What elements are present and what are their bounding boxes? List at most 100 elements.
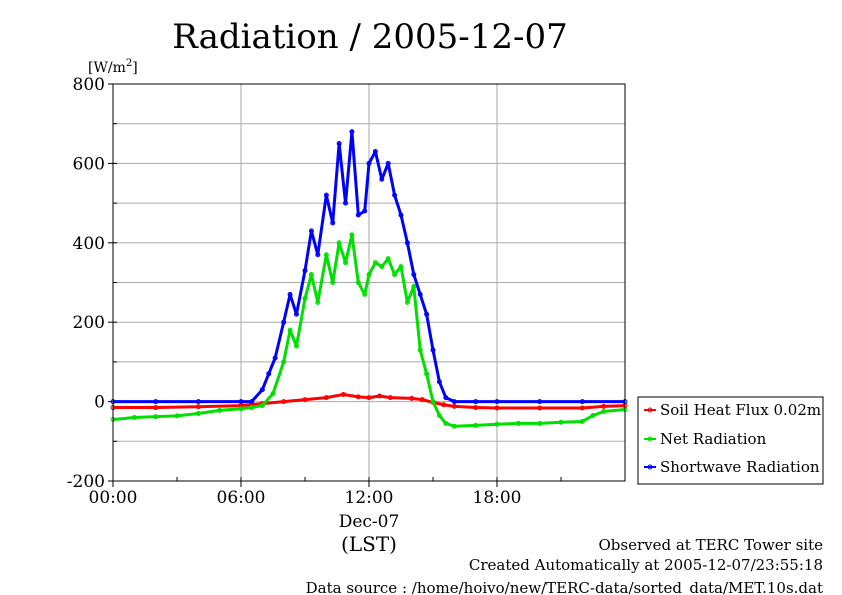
legend-label: Shortwave Radiation [660, 458, 820, 476]
series-point-2 [308, 272, 314, 278]
x-axis-ticks: 00:00 06:00 12:00 18:00 [89, 477, 626, 508]
series-point-2 [362, 291, 368, 297]
series-point-3 [315, 252, 321, 258]
series-point-2 [259, 403, 265, 409]
series-point-2 [404, 299, 410, 305]
series-point-1 [451, 403, 457, 409]
series-point-1 [366, 395, 372, 401]
series-point-1 [323, 395, 329, 401]
series-point-2 [424, 371, 430, 377]
series-point-2 [153, 414, 159, 420]
series-point-2 [515, 420, 521, 426]
series-point-2 [131, 414, 137, 420]
series-line-2 [112, 233, 626, 428]
x-tick-label: 00:00 [89, 488, 138, 508]
series-point-2 [379, 264, 385, 270]
series-point-1 [377, 393, 383, 399]
series-point-3 [443, 395, 449, 401]
series-point-2 [355, 280, 361, 285]
x-tick-label: 12:00 [345, 488, 394, 508]
series-point-3 [343, 200, 349, 206]
legend-box [637, 396, 824, 485]
series-point-3 [430, 347, 436, 353]
series-point-3 [537, 399, 543, 405]
series-point-2 [411, 283, 417, 289]
x-axis-label: (LST) [341, 532, 397, 556]
series-point-3 [411, 272, 417, 278]
series-point-3 [366, 160, 372, 166]
series-point-3 [436, 379, 442, 385]
x-date-label: Dec-07 [339, 512, 400, 532]
series-point-2 [349, 232, 355, 238]
series-point-1 [281, 399, 287, 405]
series-point-2 [590, 412, 596, 418]
series-point-3 [272, 355, 278, 361]
series-point-3 [362, 208, 368, 214]
series-point-2 [366, 272, 372, 278]
series-point-3 [323, 192, 329, 198]
series-point-2 [281, 359, 287, 365]
series-point-2 [323, 252, 329, 258]
series-point-1 [537, 405, 543, 411]
legend-label: Soil Heat Flux 0.02m [660, 401, 821, 419]
series-point-2 [302, 295, 308, 301]
series-point-2 [385, 256, 391, 262]
x-tick-label: 18:00 [473, 488, 522, 508]
series-point-2 [195, 411, 201, 417]
grid-lines [113, 84, 625, 481]
series-point-1 [153, 405, 159, 411]
series-point-2 [217, 407, 223, 413]
series-point-1 [195, 404, 201, 410]
series-point-3 [336, 141, 342, 147]
series-point-3 [424, 311, 430, 317]
y-tick-label: 400 [73, 234, 105, 254]
series-point-2 [494, 421, 500, 427]
series-point-3 [287, 291, 293, 297]
series-point-2 [238, 406, 244, 412]
y-tick-label: 600 [73, 154, 105, 174]
footer-source: Data source : /home/hoivo/new/TERC-data/… [306, 579, 823, 595]
series-point-3 [355, 212, 361, 218]
legend: Soil Heat Flux 0.02m Net Radiation Shortwa… [644, 401, 821, 476]
footer-created: Created Automatically at 2005-12-07/23:5… [469, 556, 823, 574]
series-point-1 [494, 405, 500, 411]
series-point-3 [372, 148, 378, 154]
legend-marker [647, 436, 653, 442]
y-axis-ticks: 800 600 400 200 0 -200 [67, 75, 117, 492]
legend-label: Net Radiation [660, 430, 767, 448]
series-point-2 [287, 327, 293, 333]
legend-marker [647, 464, 653, 470]
series-point-1 [340, 391, 346, 397]
series-point-2 [270, 391, 276, 397]
series-point-2 [398, 264, 404, 270]
series-point-2 [417, 347, 423, 353]
series-point-1 [441, 402, 447, 408]
series-point-3 [494, 399, 500, 405]
series-point-1 [601, 403, 607, 409]
series-lines [110, 129, 628, 429]
series-point-2 [473, 422, 479, 428]
series-point-3 [349, 129, 355, 135]
y-tick-label: 800 [73, 75, 105, 95]
footer-observed: Observed at TERC Tower site [598, 536, 823, 554]
series-point-3 [451, 399, 457, 405]
series-point-2 [579, 418, 585, 424]
x-tick-label: 06:00 [217, 488, 266, 508]
series-point-3 [579, 399, 585, 405]
y-unit-label: [W/m2] [88, 58, 138, 76]
series-point-3 [259, 387, 265, 393]
series-point-2 [601, 409, 607, 415]
series-point-3 [379, 176, 385, 182]
series-point-3 [308, 228, 314, 234]
series-point-3 [238, 399, 244, 405]
series-point-3 [417, 291, 423, 297]
series-point-2 [392, 272, 398, 278]
series-point-2 [558, 419, 564, 425]
series-line-3 [113, 130, 625, 404]
y-tick-label: 200 [73, 313, 105, 333]
series-point-3 [281, 319, 287, 325]
series-point-3 [293, 311, 299, 317]
series-point-3 [392, 192, 398, 198]
series-point-3 [195, 399, 201, 405]
